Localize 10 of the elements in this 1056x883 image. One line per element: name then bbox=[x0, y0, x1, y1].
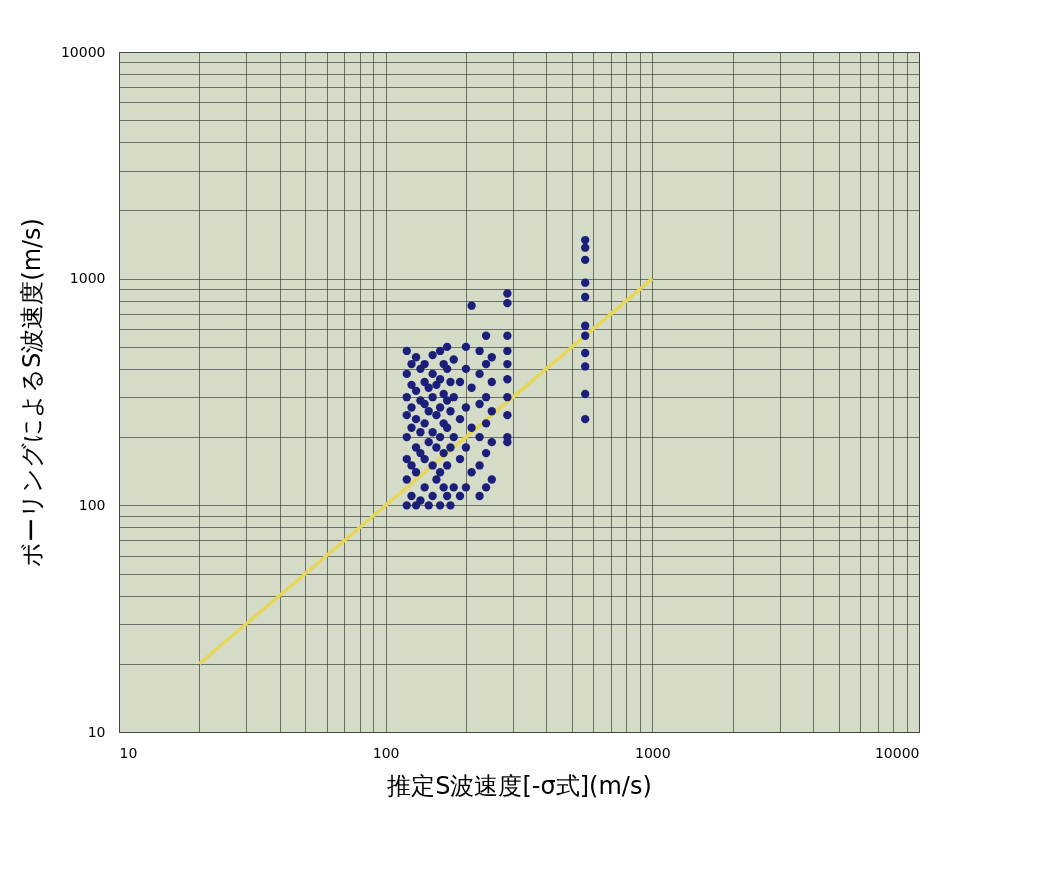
x-tick-label: 10000 bbox=[874, 744, 920, 761]
y-tick-label: 100 bbox=[78, 496, 106, 513]
x-tick-label: 10 bbox=[119, 744, 138, 761]
y-axis-title: ボーリングによるS波速度(m/s) bbox=[17, 218, 46, 567]
x-axis-title: 推定S波速度[-σ式](m/s) bbox=[387, 771, 652, 800]
x-tick-label: 1000 bbox=[635, 744, 671, 761]
y-tick-label: 1000 bbox=[69, 270, 106, 287]
y-tick-label: 10 bbox=[87, 723, 106, 740]
y-tick-label: 10000 bbox=[60, 43, 106, 60]
x-tick-label: 100 bbox=[372, 744, 400, 761]
